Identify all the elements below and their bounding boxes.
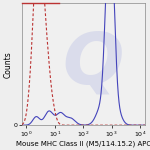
Text: Q: Q bbox=[63, 30, 124, 99]
Y-axis label: Counts: Counts bbox=[3, 51, 12, 78]
X-axis label: Mouse MHC Class II (M5/114.15.2) APC: Mouse MHC Class II (M5/114.15.2) APC bbox=[16, 140, 150, 147]
